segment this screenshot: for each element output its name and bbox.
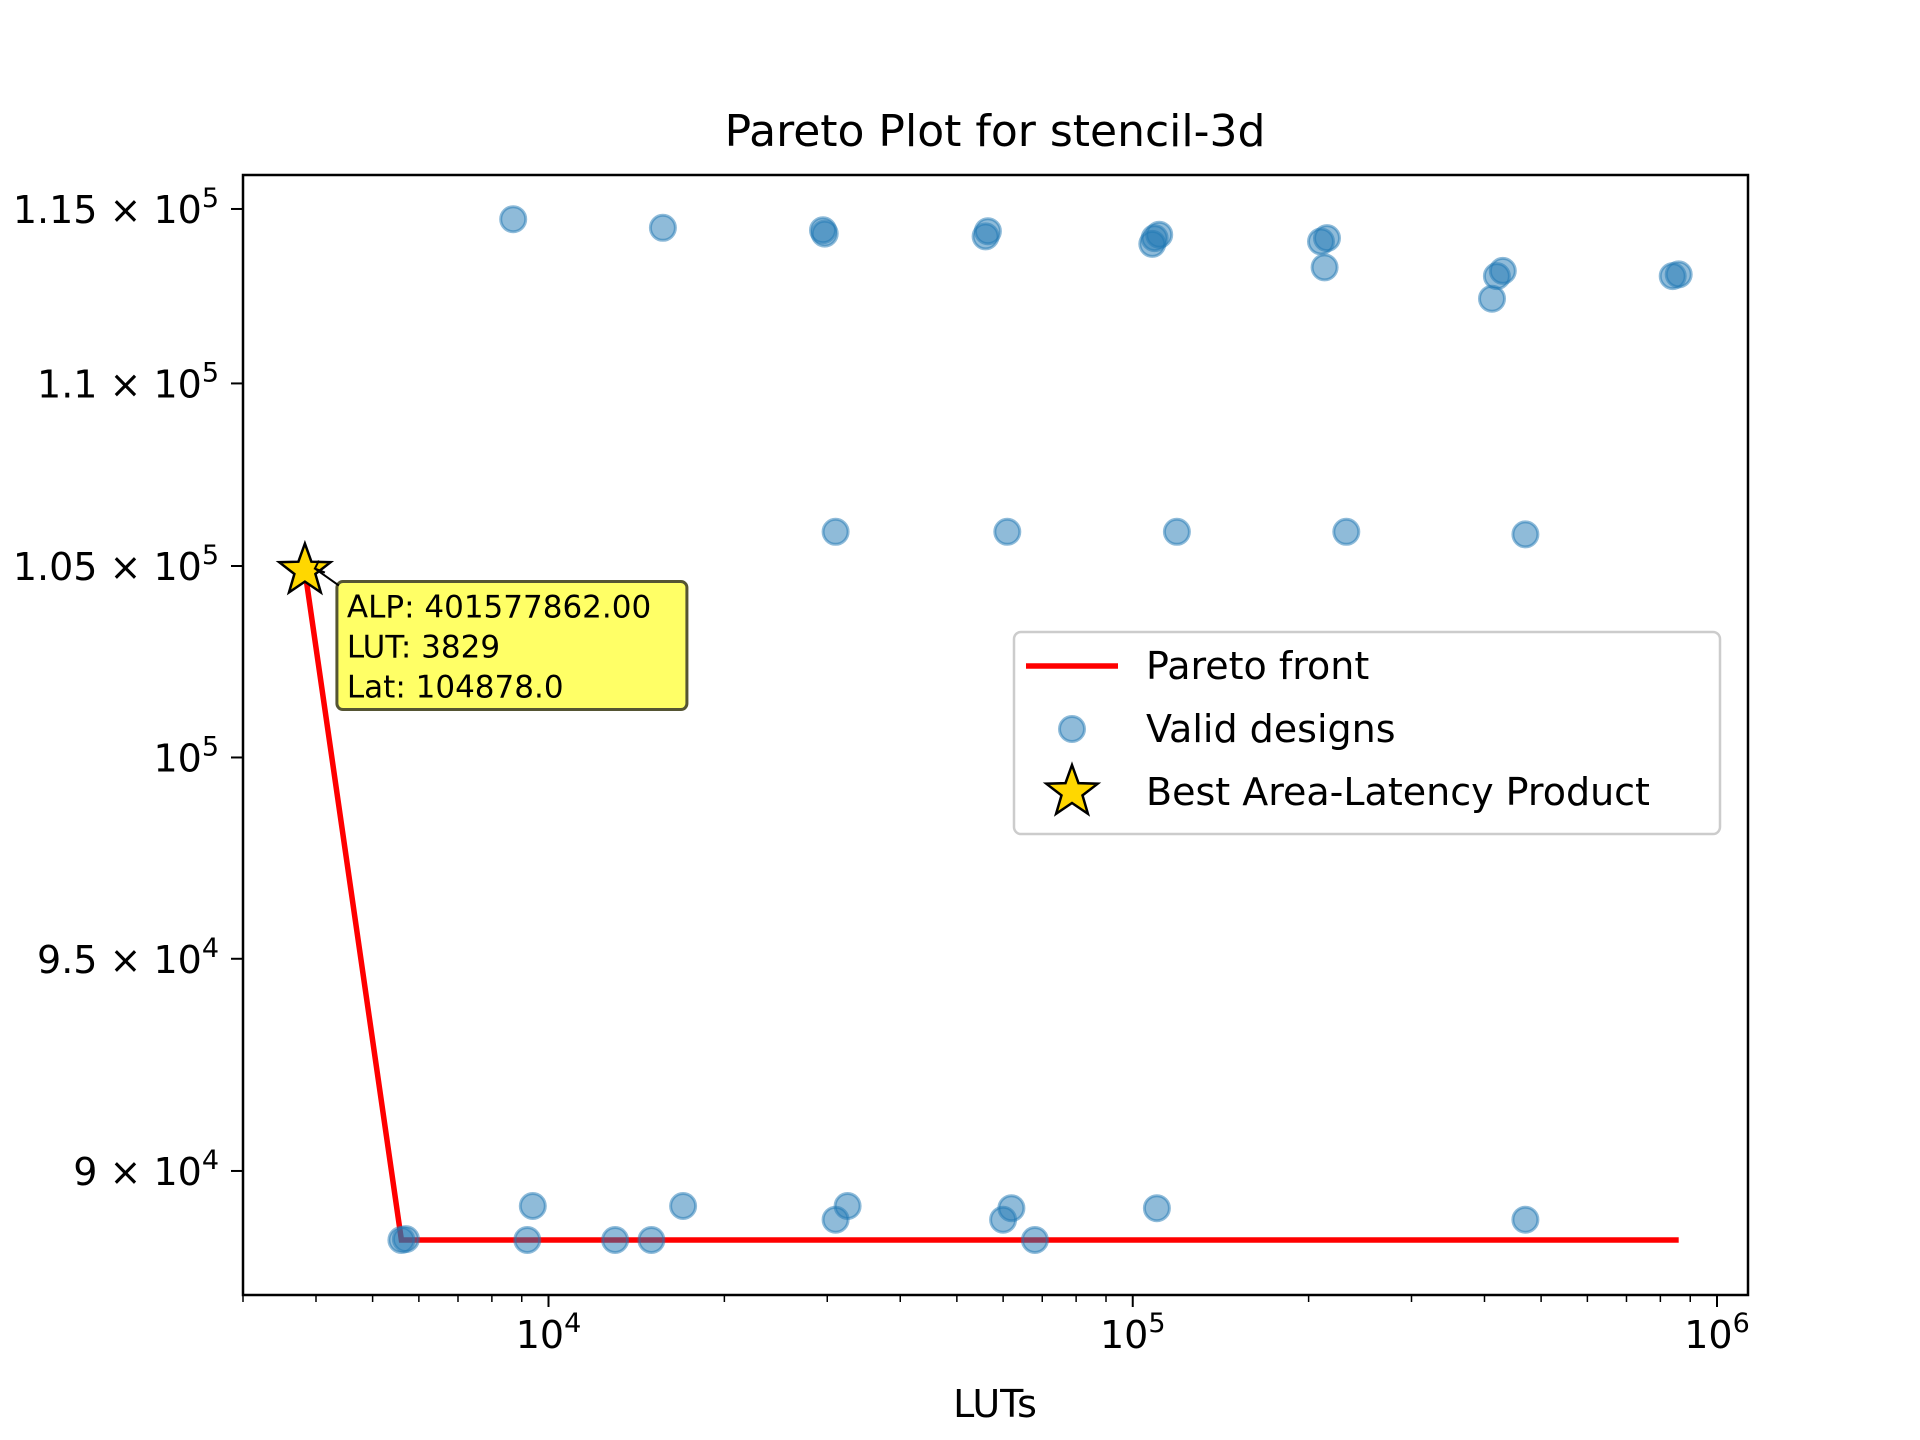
valid-design-point	[1332, 517, 1361, 546]
valid-design-point	[833, 1192, 862, 1220]
y-tick-label: 1.15 × 105	[13, 183, 219, 232]
legend-swatch-valid	[1058, 715, 1086, 743]
legend-frame	[1012, 630, 1722, 836]
valid-design-point	[821, 517, 850, 546]
valid-design-point	[1488, 256, 1517, 285]
valid-design-point	[1162, 517, 1191, 546]
x-axis-label: LUTs	[953, 1382, 1037, 1426]
best-marker-layer	[275, 539, 335, 596]
valid-design-point	[1310, 253, 1339, 282]
y-axis: 9 × 104 9.5 × 104 105 1.05 × 105 1.1 × 105 1.…	[13, 183, 243, 1194]
annotation-line: LUT: 3829	[347, 630, 500, 666]
y-tick-label: 9.5 × 104	[37, 933, 219, 982]
valid-design-point	[499, 205, 528, 234]
annotation-line: ALP: 401577862.00	[347, 590, 651, 626]
y-tick-label: 9 × 104	[73, 1145, 219, 1194]
valid-design-point	[391, 1225, 420, 1254]
valid-design-point	[1142, 1194, 1171, 1223]
x-tick-label: 105	[1100, 1308, 1166, 1357]
valid-design-point	[637, 1226, 666, 1254]
valid-design-point	[993, 517, 1022, 546]
valid-design-point	[513, 1226, 542, 1254]
valid-design-point	[1020, 1226, 1049, 1254]
valid-designs-layer	[387, 205, 1693, 1254]
legend-label: Best Area-Latency Product	[1146, 770, 1650, 814]
legend: Pareto front Valid designs Best Area-Laten…	[1012, 630, 1722, 836]
valid-design-point	[1478, 284, 1506, 313]
chart-title: Pareto Plot for stencil-3d	[725, 106, 1266, 157]
valid-design-point	[973, 217, 1002, 246]
valid-design-point	[1664, 260, 1693, 289]
x-tick-label: 106	[1684, 1308, 1750, 1357]
y-tick-label: 105	[153, 731, 219, 780]
valid-design-point	[1140, 224, 1169, 253]
x-axis: 104 105 106	[242, 1295, 1750, 1357]
valid-design-point	[1511, 520, 1540, 549]
valid-design-point	[997, 1194, 1026, 1223]
annotation-line: Lat: 104878.0	[347, 670, 564, 706]
legend-label: Valid designs	[1146, 707, 1396, 751]
best-alp-star	[275, 539, 335, 596]
x-tick-label: 104	[516, 1308, 582, 1357]
plot-frame	[241, 173, 1750, 1297]
valid-design-point	[1511, 1205, 1540, 1234]
annotation-arrow	[313, 560, 340, 587]
annotation-box	[335, 580, 689, 712]
valid-design-point	[1313, 224, 1341, 253]
legend-swatch-best	[1042, 761, 1102, 817]
valid-design-point	[601, 1226, 630, 1254]
y-tick-label: 1.1 × 105	[37, 357, 219, 406]
annotation-layer: ALP: 401577862.00 LUT: 3829 Lat: 104878.0	[313, 560, 689, 712]
y-tick-label: 1.05 × 105	[13, 540, 219, 589]
valid-design-point	[810, 219, 839, 248]
legend-label: Pareto front	[1146, 644, 1369, 688]
valid-design-point	[648, 213, 677, 242]
valid-design-point	[518, 1192, 547, 1220]
valid-design-point	[669, 1192, 698, 1220]
